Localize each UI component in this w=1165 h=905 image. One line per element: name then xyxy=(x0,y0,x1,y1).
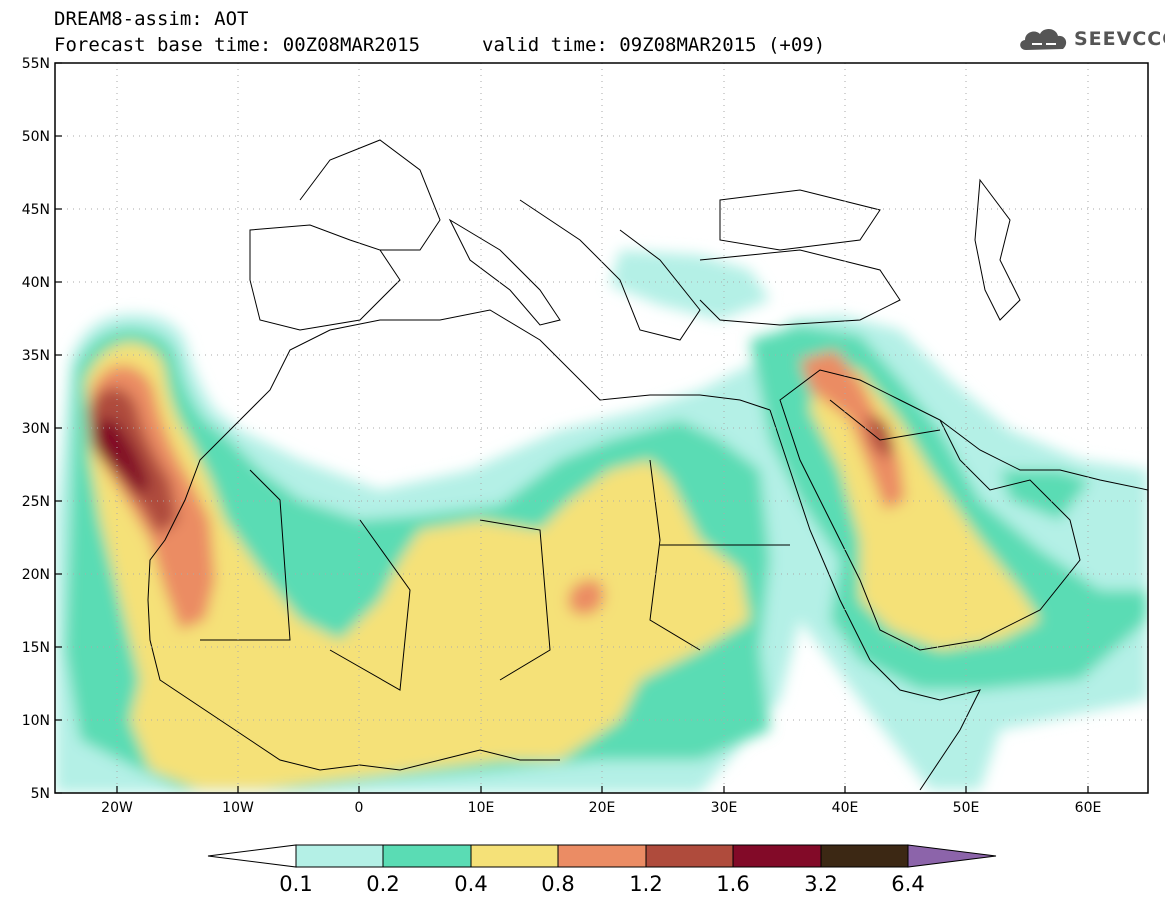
lon-label-40e: 40E xyxy=(832,800,859,816)
lat-label-30n: 30N xyxy=(22,421,50,437)
lon-label-20w: 20W xyxy=(101,800,133,816)
chart-title: DREAM8-assim: AOT xyxy=(54,8,249,30)
colorbar-arrow-right xyxy=(907,844,997,868)
axis-ticks xyxy=(55,62,1089,794)
lat-label-50n: 50N xyxy=(22,129,50,145)
lat-label-5n: 5N xyxy=(31,786,50,802)
colorbar: 0.1 0.2 0.4 0.8 1.2 1.6 3.2 6.4 xyxy=(207,844,997,896)
colorbar-swatch-6 xyxy=(732,844,822,868)
colorbar-label: 0.1 xyxy=(279,872,312,896)
valid-time: valid time: 09Z08MAR2015 (+09) xyxy=(482,34,826,56)
colorbar-arrow-left xyxy=(207,844,297,868)
colorbar-swatch-7 xyxy=(820,844,909,868)
lat-label-20n: 20N xyxy=(22,567,50,583)
lat-label-55n: 55N xyxy=(22,56,50,72)
lat-label-25n: 25N xyxy=(22,494,50,510)
colorbar-label: 0.2 xyxy=(366,872,399,896)
lon-label-10e: 10E xyxy=(468,800,495,816)
colorbar-label: 3.2 xyxy=(804,872,837,896)
colorbar-swatch-4 xyxy=(557,844,647,868)
lon-label-20e: 20E xyxy=(589,800,616,816)
cloud-icon xyxy=(1020,28,1067,50)
lat-label-15n: 15N xyxy=(22,640,50,656)
colorbar-label: 0.8 xyxy=(541,872,574,896)
coastlines xyxy=(147,139,1148,791)
seevccc-logo: SEEVCCC xyxy=(1016,22,1165,56)
colorbar-label: 0.4 xyxy=(454,872,487,896)
lat-label-40n: 40N xyxy=(22,275,50,291)
lon-label-10w: 10W xyxy=(222,800,254,816)
longitude-labels: 20W 10W 0 10E 20E 30E 40E 50E 60E xyxy=(101,800,1101,816)
colorbar-swatch-2 xyxy=(382,844,472,868)
gridlines xyxy=(55,63,1148,793)
aot-field xyxy=(55,63,1148,793)
lat-label-10n: 10N xyxy=(22,713,50,729)
forecast-base-time: Forecast base time: 00Z08MAR2015 xyxy=(54,34,421,56)
logo-text: SEEVCCC xyxy=(1074,28,1165,50)
colorbar-label: 1.2 xyxy=(629,872,662,896)
latitude-labels: 55N 50N 45N 40N 35N 30N 25N 20N 15N 10N … xyxy=(22,56,50,802)
lon-label-60e: 60E xyxy=(1075,800,1102,816)
colorbar-label: 1.6 xyxy=(716,872,749,896)
lat-label-35n: 35N xyxy=(22,348,50,364)
lat-label-45n: 45N xyxy=(22,202,50,218)
lon-label-50e: 50E xyxy=(953,800,980,816)
colorbar-swatch-5 xyxy=(645,844,734,868)
lon-label-30e: 30E xyxy=(711,800,738,816)
colorbar-swatch-3 xyxy=(470,844,559,868)
colorbar-label: 6.4 xyxy=(891,872,924,896)
colorbar-swatch-1 xyxy=(295,844,384,868)
lon-label-0: 0 xyxy=(355,800,364,816)
